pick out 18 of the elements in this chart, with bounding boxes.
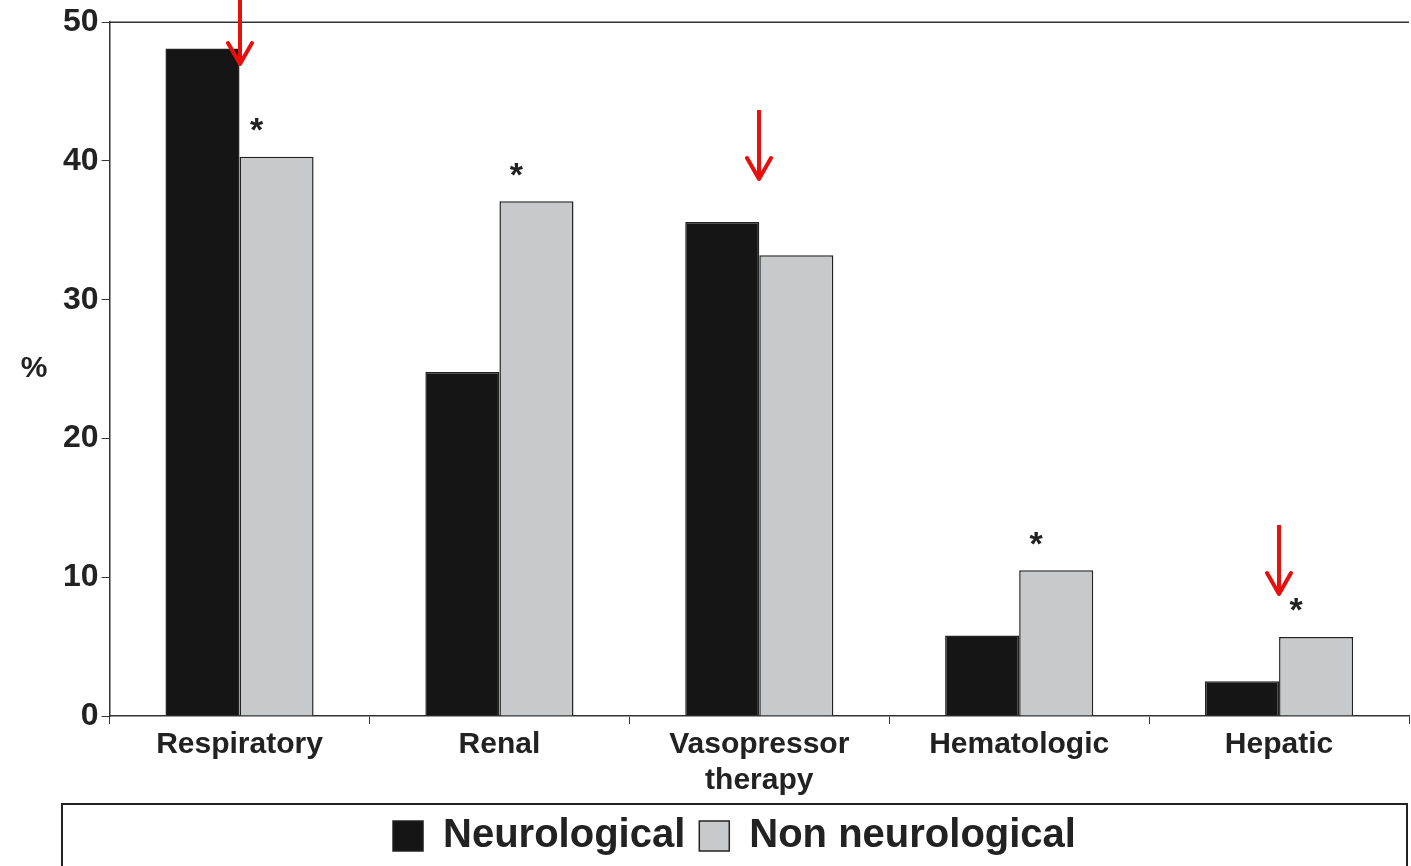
legend-label: Non neurological [749, 811, 1076, 856]
y-tick-label: 20 [63, 418, 99, 455]
y-tick-label: 40 [63, 140, 99, 177]
annotation: * [509, 154, 524, 193]
y-tick-label: 0 [80, 695, 99, 732]
annotation: * [1289, 590, 1304, 629]
annotation: * [249, 110, 264, 149]
x-tick-label: Renal [458, 726, 541, 760]
x-tick-label: Hepatic [1224, 726, 1334, 760]
y-axis-title: % [20, 350, 48, 384]
y-tick-label: 30 [63, 279, 99, 316]
x-tick-label: Respiratory [156, 726, 324, 760]
y-tick-label: 10 [63, 557, 99, 594]
y-tick-label: 50 [63, 2, 99, 39]
x-tick-label: Vasopressor therapy [669, 726, 850, 796]
legend-label: Neurological [443, 811, 686, 856]
x-tick-label: Hematologic [929, 726, 1110, 760]
annotation: * [1029, 523, 1044, 562]
